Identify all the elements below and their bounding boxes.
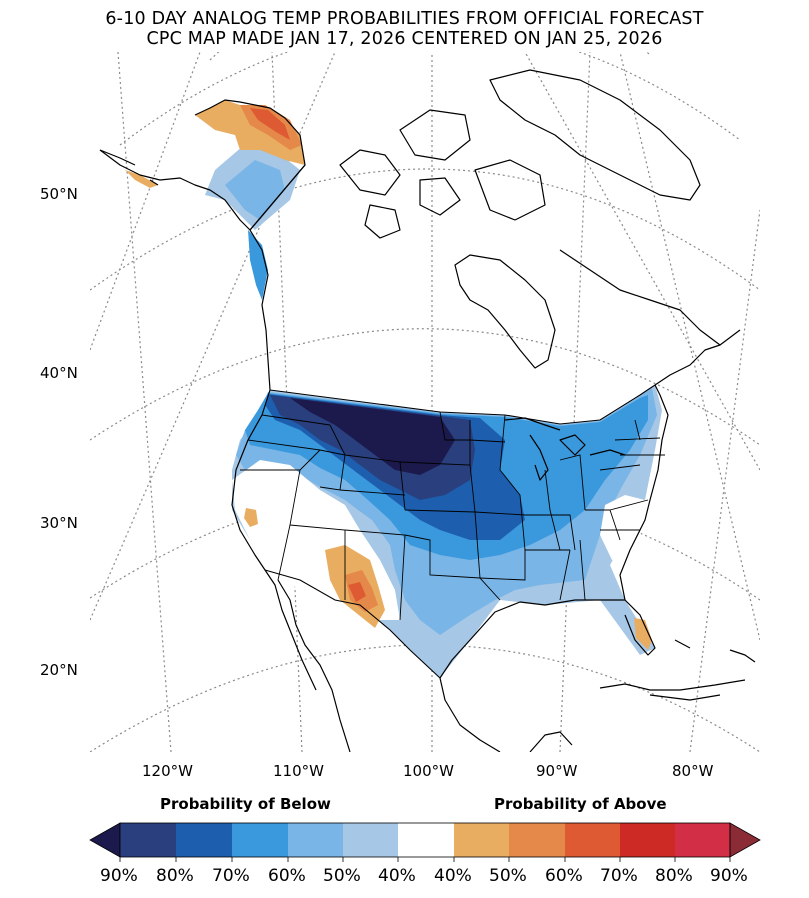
colorbar-swatch-below-60 — [288, 823, 343, 857]
colorbar-below-title: Probability of Below — [160, 795, 331, 813]
colorbar-tick-label: 40% — [378, 866, 416, 886]
lon-label-120w: 120°W — [142, 762, 193, 780]
colorbar-tick-label: 60% — [545, 866, 583, 886]
colorbar-frame — [119, 822, 731, 858]
below-90-region — [290, 398, 455, 475]
colorbar-above-extend — [729, 822, 761, 858]
colorbar-tick-label: 40% — [434, 866, 472, 886]
colorbar-tick-label: 90% — [710, 866, 748, 886]
lat-label-20n: 20°N — [40, 661, 78, 679]
above-60-southwest — [348, 582, 366, 602]
colorbar-tick-label: 90% — [100, 866, 138, 886]
colorbar-tick-label: 80% — [156, 866, 194, 886]
colorbar-tick-label: 80% — [655, 866, 693, 886]
map-title-line1: 6-10 DAY ANALOG TEMP PROBABILITIES FROM … — [105, 9, 704, 29]
colorbar-tick-label: 50% — [323, 866, 361, 886]
lon-label-110w: 110°W — [273, 762, 324, 780]
colorbar-swatch-above-60 — [565, 823, 620, 857]
state-borders — [240, 411, 665, 621]
map-title-line2: CPC MAP MADE JAN 17, 2026 CENTERED ON JA… — [146, 29, 663, 49]
lat-label-30n: 30°N — [40, 514, 78, 532]
coastlines — [99, 69, 756, 752]
colorbar-swatch-below-90 — [120, 823, 176, 857]
colorbar-above-title: Probability of Above — [494, 795, 667, 813]
lon-label-90w: 90°W — [536, 762, 578, 780]
lat-label-40n: 40°N — [40, 364, 78, 382]
colorbar — [89, 822, 761, 862]
alaska-below-50 — [225, 160, 285, 220]
colorbar-swatch-below-70 — [232, 823, 288, 857]
colorbar-swatch-above-40 — [454, 823, 509, 857]
colorbar-below-extend — [89, 822, 121, 858]
colorbar-tick-marks — [119, 857, 731, 862]
colorbar-tick-label: 50% — [489, 866, 527, 886]
alaska-probability-fill — [125, 100, 305, 300]
above-40-florida — [634, 618, 652, 650]
above-40-california — [244, 508, 258, 527]
lon-label-100w: 100°W — [403, 762, 454, 780]
colorbar-swatch-above-80 — [675, 823, 730, 857]
alaska-above-60 — [250, 108, 290, 140]
conus-probability-fill — [232, 385, 662, 678]
alaska-southeast-below — [248, 230, 268, 300]
colorbar-swatch-above-70 — [620, 823, 675, 857]
colorbar-swatch-normal — [398, 823, 454, 857]
alaska-aleutian-above — [125, 170, 158, 188]
colorbar-tick-label: 70% — [600, 866, 638, 886]
colorbar-tick-label: 70% — [212, 866, 250, 886]
colorbar-swatch-below-80 — [176, 823, 232, 857]
colorbar-swatch-above-50 — [509, 823, 565, 857]
colorbar-swatch-below-50 — [343, 823, 398, 857]
lat-label-50n: 50°N — [40, 185, 78, 203]
lon-label-80w: 80°W — [672, 762, 714, 780]
colorbar-tick-label: 60% — [268, 866, 306, 886]
